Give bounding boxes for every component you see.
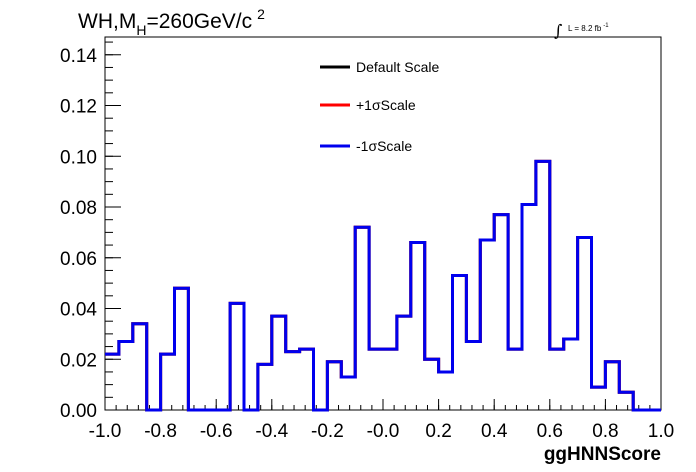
x-tick-label: -0.8 — [144, 421, 177, 442]
title-rest: =260GeV/c — [146, 10, 252, 33]
y-tick-label: 0.02 — [60, 350, 97, 371]
series-layer — [105, 159, 661, 412]
chart-title: WH,MH=260GeV/c 2 — [78, 6, 265, 38]
y-tick-label: 0.04 — [60, 300, 97, 321]
lumi-text: L = 8.2 fb — [568, 24, 602, 33]
legend-label-plus1sigma: +1σScale — [356, 97, 416, 113]
x-tick-label: -0.2 — [311, 421, 344, 442]
x-tick-label: -0.0 — [367, 421, 400, 442]
title-main: WH,M — [78, 10, 136, 33]
x-tick-label: -1.0 — [89, 421, 122, 442]
lumi-label: L = 8.2 fb -1 — [568, 23, 609, 33]
y-tick-label: 0.08 — [60, 198, 97, 219]
x-tick-label: 1.0 — [648, 421, 674, 442]
legend-label-default: Default Scale — [356, 59, 439, 75]
title-superscript: 2 — [257, 6, 265, 22]
y-tick-label: 0.14 — [60, 46, 97, 67]
x-tick-label: 0.4 — [481, 421, 508, 442]
y-tick-label: 0.10 — [60, 147, 97, 168]
x-tick-label: 0.2 — [425, 421, 451, 442]
x-tick-label: -0.4 — [255, 421, 288, 442]
y-tick-label: 0.12 — [60, 97, 97, 118]
series-line-2 — [105, 159, 661, 412]
legend-label-minus1sigma: -1σScale — [356, 138, 412, 154]
x-axis-label: ggHNNScore — [544, 444, 661, 465]
title-subscript: H — [136, 22, 146, 38]
x-tick-label: -0.6 — [200, 421, 233, 442]
axes: 0.00 0.02 0.04 0.06 0.08 0.10 0.12 0.14 -1.0 -0.8… — [60, 41, 674, 442]
y-tick-label: 0.00 — [60, 401, 97, 422]
legend: Default Scale +1σScale -1σScale — [320, 59, 439, 154]
y-tick-label: 0.06 — [60, 249, 97, 270]
lumi-integral: ∫ — [554, 21, 562, 40]
lumi-superscript: -1 — [603, 23, 609, 29]
x-tick-label: 0.8 — [592, 421, 618, 442]
x-tick-label: 0.6 — [537, 421, 563, 442]
